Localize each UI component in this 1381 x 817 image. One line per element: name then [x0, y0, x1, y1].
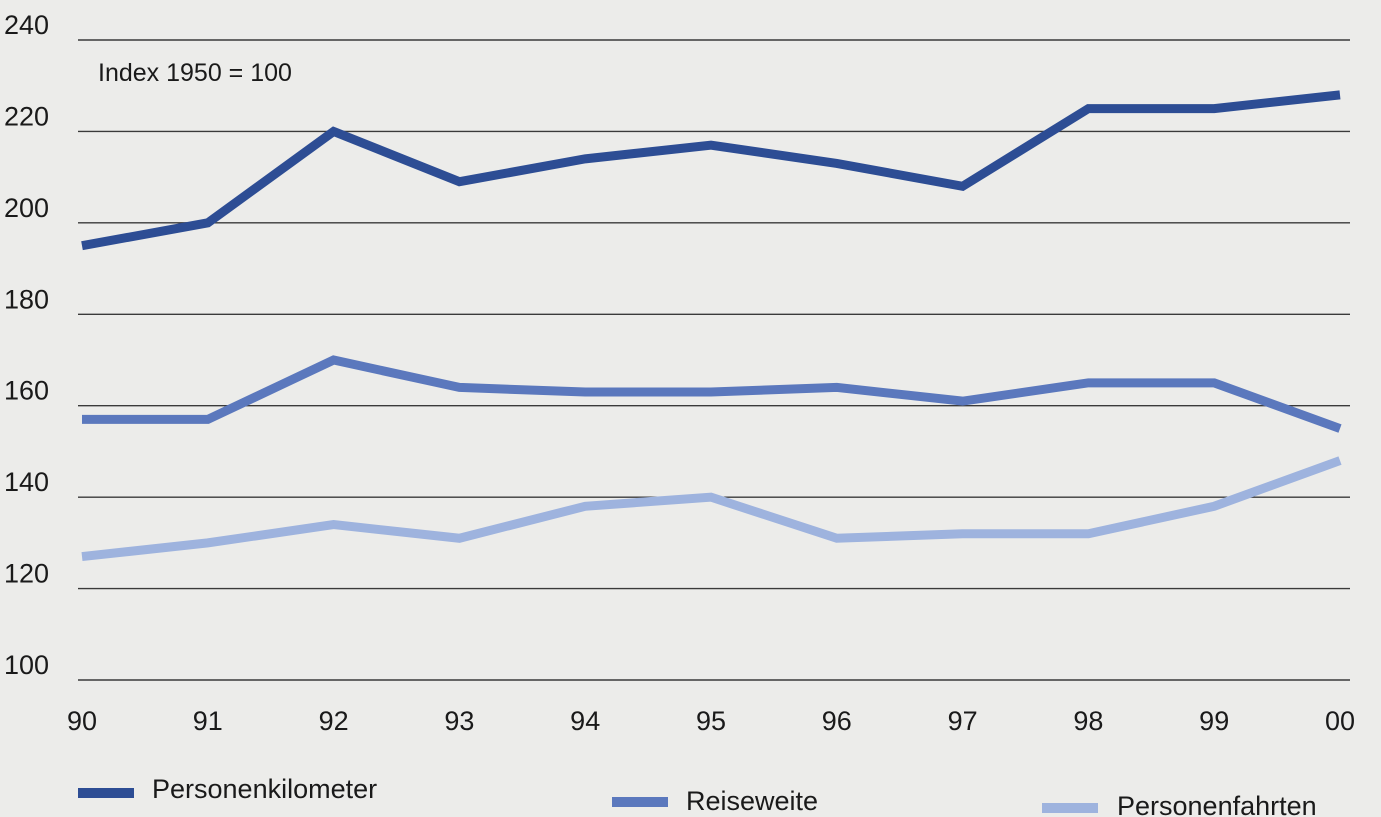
series-line: [81, 456, 1342, 562]
legend-label: Personenkilometer: [152, 774, 377, 804]
legend-swatch: [78, 788, 134, 798]
x-tick-label: 96: [822, 706, 852, 736]
x-tick-label: 95: [696, 706, 726, 736]
series-reiseweite: [82, 355, 1342, 433]
y-tick-label: 180: [4, 284, 49, 314]
y-tick-label: 120: [4, 559, 49, 589]
x-axis-ticks: 90 91 92 93 94 95 96 97 98 99 00: [67, 706, 1355, 736]
x-tick-label: 00: [1325, 706, 1355, 736]
x-tick-label: 91: [193, 706, 223, 736]
x-tick-label: 92: [319, 706, 349, 736]
series-personenkilometer: [81, 90, 1341, 251]
y-tick-label: 240: [4, 10, 49, 40]
legend-item: Reiseweite: [612, 786, 818, 816]
x-tick-label: 97: [948, 706, 978, 736]
x-tick-label: 90: [67, 706, 97, 736]
y-tick-label: 140: [4, 467, 49, 497]
legend-swatch: [612, 797, 668, 807]
series-personenfahrten: [81, 456, 1342, 562]
legend-swatch: [1042, 803, 1098, 813]
gridlines: [78, 39, 1350, 681]
x-tick-label: 99: [1199, 706, 1229, 736]
index-annotation: Index 1950 = 100: [98, 59, 292, 87]
legend-item: Personenkilometer: [78, 774, 377, 804]
x-tick-label: 93: [444, 706, 474, 736]
series-line: [82, 355, 1342, 433]
y-tick-label: 160: [4, 376, 49, 406]
legend: Personenkilometer Reiseweite Personenfahrt…: [78, 774, 1317, 817]
legend-label: Personenfahrten: [1117, 791, 1317, 817]
y-tick-label: 220: [4, 101, 49, 131]
y-axis-ticks: 100 120 140 160 180 200 220 240: [4, 10, 49, 680]
y-tick-label: 100: [4, 650, 49, 680]
series-lines: [81, 90, 1342, 562]
legend-item: Personenfahrten: [1042, 791, 1317, 817]
legend-label: Reiseweite: [686, 786, 818, 816]
series-line: [81, 90, 1341, 251]
y-tick-label: 200: [4, 193, 49, 223]
x-tick-label: 98: [1073, 706, 1103, 736]
x-tick-label: 94: [570, 706, 600, 736]
